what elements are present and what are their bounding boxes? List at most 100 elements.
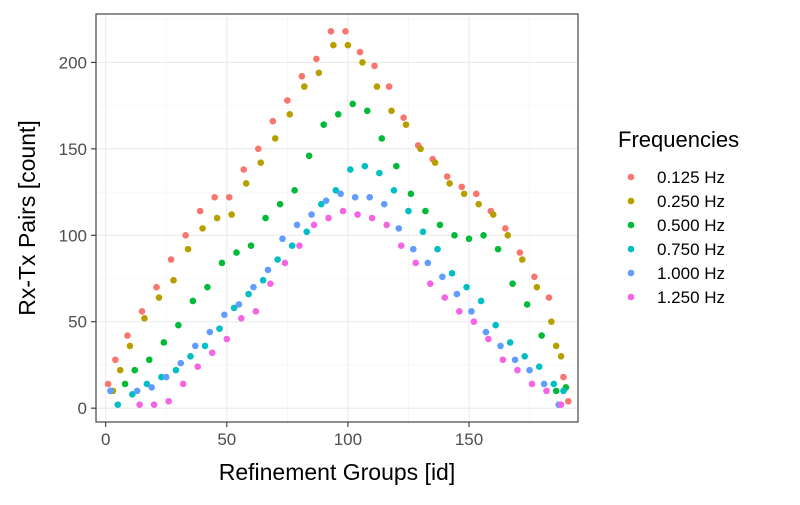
y-tick-label: 200 <box>59 53 87 72</box>
data-point <box>368 214 376 222</box>
legend-label: 1.250 Hz <box>657 288 725 307</box>
data-point <box>247 242 255 249</box>
data-point <box>531 273 538 281</box>
data-point <box>124 332 131 339</box>
data-point <box>492 321 499 329</box>
data-point <box>179 380 187 388</box>
legend-key <box>627 221 635 229</box>
data-point <box>165 397 172 405</box>
data-point <box>196 207 204 215</box>
data-point <box>385 83 393 90</box>
data-point <box>540 380 548 388</box>
legend: Frequencies 0.125 Hz 0.250 Hz 0.500 Hz 0.75… <box>618 127 739 307</box>
data-point <box>114 401 122 409</box>
data-point <box>211 193 218 201</box>
data-point <box>148 384 156 391</box>
data-point <box>548 318 555 326</box>
data-point <box>470 318 478 326</box>
series-2-points <box>109 41 570 395</box>
legend-label: 0.500 Hz <box>657 216 725 235</box>
legend-key <box>627 197 635 205</box>
legend-label: 0.125 Hz <box>657 168 725 187</box>
legend-key <box>627 245 635 253</box>
data-point <box>184 245 192 253</box>
data-point <box>497 342 504 350</box>
data-point <box>409 245 417 253</box>
data-point <box>424 259 432 267</box>
data-point <box>412 259 420 267</box>
data-point <box>167 256 175 263</box>
data-point <box>475 200 482 208</box>
data-point <box>150 401 158 409</box>
data-point <box>458 183 466 191</box>
x-axis-label: Refinement Groups [id] <box>219 459 456 485</box>
data-point <box>376 169 383 177</box>
data-point <box>448 270 456 277</box>
data-point <box>218 259 226 267</box>
data-point <box>354 211 361 218</box>
series-6-points <box>136 207 565 409</box>
data-point <box>477 297 485 305</box>
data-point <box>460 190 468 198</box>
data-point <box>388 107 395 115</box>
data-point <box>153 283 160 291</box>
data-point <box>317 200 325 208</box>
legend-key <box>627 269 635 277</box>
data-point <box>238 314 245 322</box>
data-point <box>235 301 243 308</box>
data-point <box>373 83 381 90</box>
data-point <box>204 283 211 291</box>
legend-key <box>627 173 635 181</box>
data-point <box>361 162 369 170</box>
plot-panel-background <box>96 14 578 422</box>
data-point <box>383 221 390 229</box>
data-point <box>526 366 533 374</box>
data-point <box>313 55 320 63</box>
data-point <box>356 48 364 56</box>
data-point <box>485 335 492 343</box>
data-point <box>339 207 347 215</box>
data-point <box>327 27 335 35</box>
data-point <box>245 290 252 298</box>
x-tick-label: 150 <box>455 430 483 449</box>
data-point <box>446 180 453 187</box>
data-point <box>158 373 165 381</box>
data-point <box>545 294 553 301</box>
data-point <box>264 266 272 274</box>
data-point <box>131 366 139 374</box>
data-point <box>371 62 378 70</box>
data-point <box>293 221 301 229</box>
axis-ticks: 0 50 100 150 0 50 100 150 200 <box>59 53 484 449</box>
data-point <box>301 83 308 90</box>
legend-key <box>627 293 635 301</box>
data-point <box>250 283 257 291</box>
data-point <box>107 387 114 395</box>
data-point <box>395 225 403 232</box>
data-point <box>565 397 572 405</box>
data-point <box>337 190 344 198</box>
data-point <box>206 328 214 336</box>
data-point <box>550 380 558 388</box>
legend-items: 0.125 Hz 0.250 Hz 0.500 Hz 0.750 Hz 1.000 Hz… <box>627 168 725 307</box>
data-point <box>162 373 170 381</box>
data-point <box>463 283 470 291</box>
data-point <box>257 159 265 166</box>
data-point <box>240 166 248 173</box>
data-point <box>315 69 323 77</box>
data-point <box>402 121 410 128</box>
data-point <box>281 259 289 267</box>
data-point <box>201 342 209 350</box>
data-point <box>112 356 119 364</box>
data-point <box>456 308 463 315</box>
data-point <box>380 200 388 208</box>
data-point <box>417 145 424 153</box>
data-point <box>221 311 228 319</box>
data-point <box>443 173 451 180</box>
plot-panel-border <box>95 13 579 423</box>
data-point <box>518 256 526 263</box>
legend-title: Frequencies <box>618 127 739 152</box>
data-point <box>332 187 340 194</box>
data-point <box>310 221 318 229</box>
data-point <box>366 193 373 201</box>
